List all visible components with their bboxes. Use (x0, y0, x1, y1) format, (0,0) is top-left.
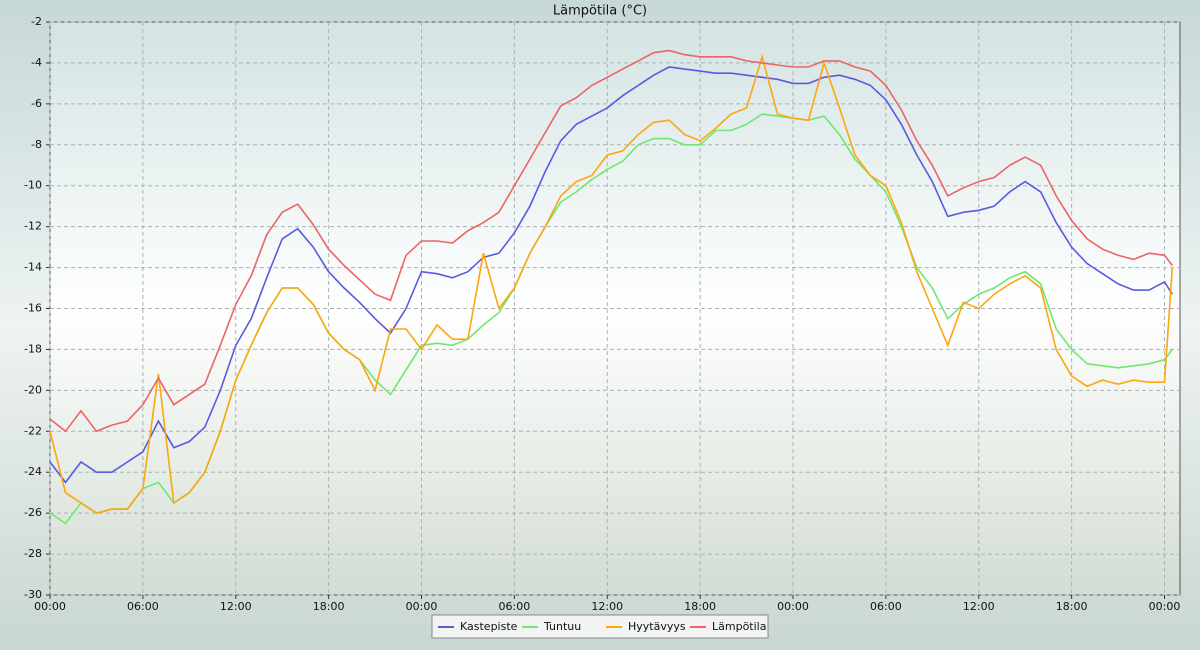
series-line (49, 49, 1173, 433)
y-tick-label: -10 (24, 179, 42, 192)
y-tick-label: -4 (31, 56, 42, 69)
x-tick-label: 00:00 (777, 600, 809, 613)
x-tick-label: 00:00 (1149, 600, 1181, 613)
x-tick-label: 12:00 (963, 600, 995, 613)
y-tick-label: -30 (24, 588, 42, 601)
legend-box (431, 614, 769, 639)
y-tick-label: -20 (24, 383, 42, 396)
legend-label: Kastepiste (460, 620, 518, 633)
x-tick-label: 12:00 (591, 600, 623, 613)
x-tick-label: 06:00 (870, 600, 902, 613)
series-line (49, 53, 1174, 514)
x-tick-label: 00:00 (406, 600, 438, 613)
series-line (49, 66, 1173, 484)
chart-title: Lämpötila (°C) (553, 4, 647, 19)
x-tick-label: 18:00 (684, 600, 716, 613)
y-tick-label: -6 (31, 97, 42, 110)
y-tick-label: -26 (24, 506, 42, 519)
legend-label: Hyytävyys (628, 620, 686, 633)
x-tick-label: 18:00 (1056, 600, 1088, 613)
legend-label: Lämpötila (712, 620, 766, 633)
x-tick-label: 18:00 (313, 600, 345, 613)
y-tick-label: -8 (31, 138, 42, 151)
x-tick-label: 06:00 (499, 600, 531, 613)
x-tick-label: 12:00 (220, 600, 252, 613)
x-tick-label: 06:00 (127, 600, 159, 613)
y-tick-label: -14 (24, 261, 42, 274)
x-tick-label: 00:00 (34, 600, 66, 613)
y-tick-label: -22 (24, 424, 42, 437)
y-tick-label: -18 (24, 342, 42, 355)
y-tick-label: -2 (31, 15, 42, 28)
y-tick-label: -12 (24, 220, 42, 233)
y-tick-label: -24 (24, 465, 42, 478)
y-tick-label: -16 (24, 302, 42, 315)
y-tick-label: -28 (24, 547, 42, 560)
layers: -30 -28 -26 -24 -22 -20 -18 -16 -14 -12 -10 -8 -6 -4 -… (24, 15, 1181, 639)
legend-label: Tuntuu (543, 620, 581, 633)
